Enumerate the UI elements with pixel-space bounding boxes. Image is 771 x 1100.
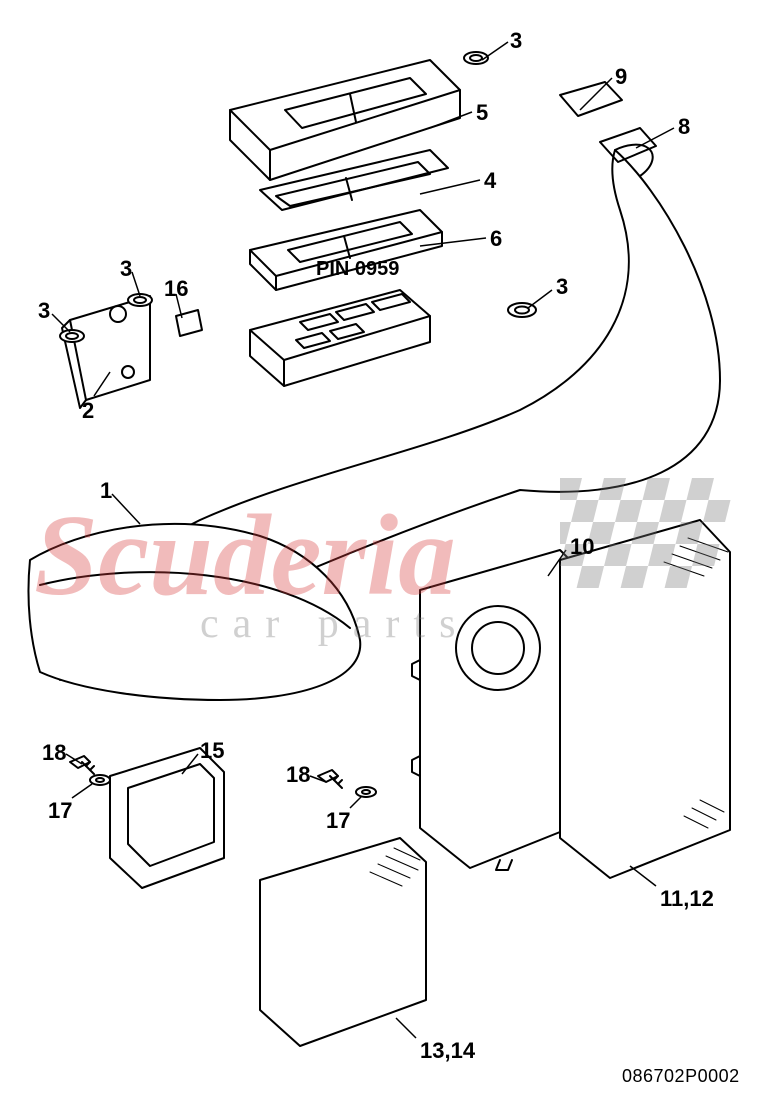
callout-c6: 6 [490, 228, 502, 250]
callout-c18b: 18 [286, 764, 310, 786]
callout-c17b: 17 [326, 810, 350, 832]
callout-c9: 9 [615, 66, 627, 88]
callout-c3c: 3 [38, 300, 50, 322]
callout-c1112: 11,12 [660, 888, 714, 910]
callout-c2: 2 [82, 400, 94, 422]
callout-c3a: 3 [510, 30, 522, 52]
callout-c17a: 17 [48, 800, 72, 822]
diagram-stage: Scuderia car parts PIN 0959 086702P0002 … [0, 0, 771, 1100]
pin-label: PIN 0959 [316, 258, 399, 281]
callout-c15: 15 [200, 740, 224, 762]
callout-c5: 5 [476, 102, 488, 124]
callout-c10: 10 [570, 536, 594, 558]
callout-c3d: 3 [556, 276, 568, 298]
callout-c1: 1 [100, 480, 112, 502]
callout-c8: 8 [678, 116, 690, 138]
callout-c16: 16 [164, 278, 188, 300]
callout-c3b: 3 [120, 258, 132, 280]
parts-diagram-svg [0, 0, 771, 1100]
callout-c1314: 13,14 [420, 1040, 475, 1062]
callout-c18a: 18 [42, 742, 66, 764]
callout-c4: 4 [484, 170, 496, 192]
drawing-number: 086702P0002 [622, 1066, 740, 1087]
